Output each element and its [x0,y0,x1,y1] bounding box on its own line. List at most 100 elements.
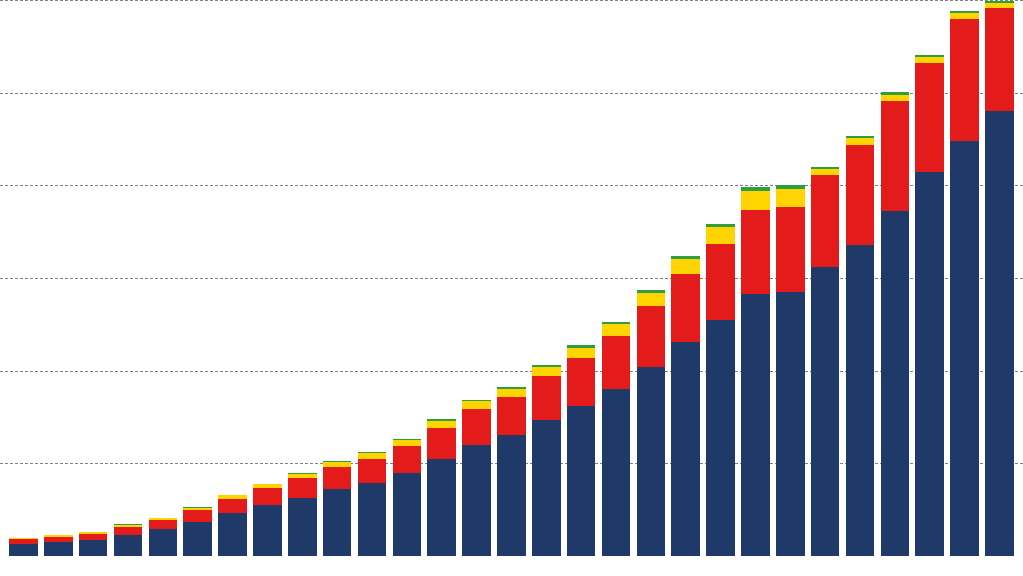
bar-slot [355,0,390,556]
bar [497,387,526,556]
bar-segment-c [497,389,526,397]
bar-slot [145,0,180,556]
bar-segment-c [846,138,875,145]
bar-segment-b [253,488,282,505]
bar-segment-b [183,510,212,521]
bar-slot [459,0,494,556]
bar-slot [180,0,215,556]
bar [253,484,282,556]
bar [637,290,666,556]
bar-segment-a [288,498,317,556]
bar-segment-b [776,207,805,292]
bar [149,518,178,556]
bar-segment-a [183,522,212,556]
bar-slot [111,0,146,556]
bar-segment-a [811,267,840,556]
bar [706,224,735,556]
bar [985,1,1014,556]
bar-slot [250,0,285,556]
bar-segment-b [114,527,143,535]
bar-segment-c [776,189,805,208]
bar-slot [389,0,424,556]
bar-segment-c [950,13,979,20]
bar-segment-b [393,446,422,473]
bar-segment-a [985,111,1014,556]
bar-slot [947,0,982,556]
bar-segment-b [741,210,770,294]
bar-segment-b [323,467,352,489]
bar [44,535,73,556]
bar-slot [494,0,529,556]
bar-slot [76,0,111,556]
bar-segment-a [637,367,666,556]
bar [950,11,979,556]
bar-segment-b [462,409,491,445]
bar-slot [564,0,599,556]
bar-segment-c [637,293,666,306]
bar [881,92,910,556]
bar-segment-a [358,483,387,556]
bar [114,524,143,556]
bar [846,136,875,556]
bar-segment-b [671,274,700,342]
bar-segment-b [497,397,526,435]
bar [427,419,456,556]
bar-slot [215,0,250,556]
bar-slot [808,0,843,556]
bar-slot [529,0,564,556]
bar-segment-a [79,540,108,556]
bar [288,473,317,556]
bar-segment-c [741,191,770,210]
bar-slot [668,0,703,556]
bar-segment-b [288,478,317,497]
bar-slot [773,0,808,556]
bar-slot [6,0,41,556]
bar [218,495,247,556]
bar-segment-a [881,211,910,556]
bar-segment-a [393,473,422,556]
bar-slot [320,0,355,556]
bar-segment-a [427,459,456,556]
bar-segment-b [218,499,247,513]
bar-segment-a [602,389,631,556]
bar-segment-a [671,342,700,556]
bar [393,439,422,556]
bar-segment-a [950,141,979,556]
bar-segment-a [44,542,73,556]
bar-segment-c [881,95,910,102]
bar-segment-b [602,336,631,389]
bar-segment-a [253,505,282,556]
bar [183,507,212,556]
bar-slot [877,0,912,556]
bar-segment-a [323,489,352,556]
bar [602,322,631,556]
bar [79,532,108,556]
stacked-bar-chart [0,0,1023,576]
bar-slot [703,0,738,556]
bar [776,185,805,556]
bar-slot [843,0,878,556]
bar-segment-b [358,459,387,483]
bar-segment-a [741,294,770,556]
bar-segment-c [427,421,456,428]
bar [532,365,561,556]
bar-segment-a [706,320,735,556]
bar [567,345,596,556]
bar-segment-b [149,520,178,529]
bar-slot [912,0,947,556]
bar-segment-c [671,259,700,274]
bar-segment-a [846,245,875,556]
bar [741,187,770,556]
bar [462,400,491,556]
bar-segment-a [149,529,178,556]
bar-slot [285,0,320,556]
bar [915,55,944,556]
bar-segment-b [915,63,944,173]
bar-slot [633,0,668,556]
bar-segment-c [532,367,561,376]
bar-slot [41,0,76,556]
bar-segment-b [950,19,979,141]
bar-segment-b [79,534,108,541]
bar [811,167,840,556]
bar-slot [424,0,459,556]
